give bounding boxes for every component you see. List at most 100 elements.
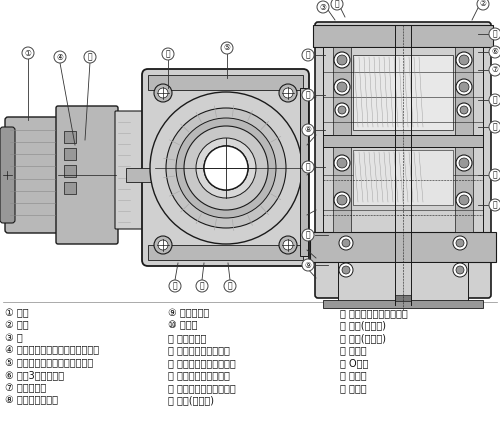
Text: ④: ④ xyxy=(56,52,64,61)
Text: ② 箱体: ② 箱体 xyxy=(5,320,28,331)
Text: ⑦ 第二段齿轮: ⑦ 第二段齿轮 xyxy=(5,383,46,393)
Circle shape xyxy=(334,79,350,95)
Circle shape xyxy=(158,240,168,250)
Circle shape xyxy=(335,103,349,117)
FancyBboxPatch shape xyxy=(115,111,147,229)
Circle shape xyxy=(339,236,353,250)
Text: ⑲: ⑲ xyxy=(166,49,170,58)
Bar xyxy=(323,47,483,135)
Bar xyxy=(126,168,161,182)
Text: ⑳ 密封盖: ⑳ 密封盖 xyxy=(340,345,366,356)
Circle shape xyxy=(283,240,293,250)
Circle shape xyxy=(489,169,500,181)
Circle shape xyxy=(339,263,353,277)
Circle shape xyxy=(150,92,302,244)
Text: ③ 盖: ③ 盖 xyxy=(5,333,23,343)
Circle shape xyxy=(456,155,472,171)
Circle shape xyxy=(154,236,172,254)
Circle shape xyxy=(453,236,467,250)
Circle shape xyxy=(477,0,489,10)
Bar xyxy=(333,147,351,232)
Circle shape xyxy=(283,88,293,98)
Text: ②: ② xyxy=(480,0,486,9)
Circle shape xyxy=(302,161,314,173)
Circle shape xyxy=(204,146,248,190)
Circle shape xyxy=(302,124,314,136)
Text: ④ 电机小齿轮（准双曲面小齿轮）: ④ 电机小齿轮（准双曲面小齿轮） xyxy=(5,345,99,356)
Bar xyxy=(455,147,473,232)
Bar xyxy=(323,147,483,232)
Text: ⑫: ⑫ xyxy=(306,50,310,59)
Circle shape xyxy=(456,192,472,208)
Circle shape xyxy=(337,82,347,92)
Circle shape xyxy=(337,55,347,65)
Text: ①: ① xyxy=(24,49,32,58)
FancyBboxPatch shape xyxy=(56,106,118,244)
Text: ㉓: ㉓ xyxy=(228,282,232,291)
Circle shape xyxy=(459,158,469,168)
Circle shape xyxy=(196,138,256,198)
Text: ⑱: ⑱ xyxy=(306,230,310,240)
Bar xyxy=(300,88,308,256)
Bar xyxy=(338,262,468,302)
Bar xyxy=(323,300,483,308)
Circle shape xyxy=(489,64,500,76)
Circle shape xyxy=(456,266,464,274)
Text: ⑥ 带第3轴的小齿轮: ⑥ 带第3轴的小齿轮 xyxy=(5,371,64,381)
Bar xyxy=(313,25,493,47)
Circle shape xyxy=(460,106,468,114)
Circle shape xyxy=(459,195,469,205)
Text: ⑨: ⑨ xyxy=(304,261,312,270)
Bar xyxy=(64,165,76,177)
Circle shape xyxy=(169,280,181,292)
Text: ⑯: ⑯ xyxy=(306,163,310,172)
Text: ⑥: ⑥ xyxy=(492,47,498,56)
Bar xyxy=(395,295,411,301)
Circle shape xyxy=(489,28,500,40)
Text: ⑨ 第三段齿轮: ⑨ 第三段齿轮 xyxy=(168,308,209,318)
Text: ㉓ 密封件: ㉓ 密封件 xyxy=(340,383,366,393)
Text: ⑯ 轴承(输出轴): ⑯ 轴承(输出轴) xyxy=(168,396,214,405)
Circle shape xyxy=(22,47,34,59)
Text: ㉑: ㉑ xyxy=(334,0,340,9)
Circle shape xyxy=(337,158,347,168)
Text: ⑱ 油封(输出端): ⑱ 油封(输出端) xyxy=(340,320,386,331)
Text: ⑫ 轴承（第二轴盖端）: ⑫ 轴承（第二轴盖端） xyxy=(168,345,230,356)
Text: ㉓: ㉓ xyxy=(172,282,178,291)
Circle shape xyxy=(331,0,343,10)
Text: ⑦: ⑦ xyxy=(492,65,498,74)
Bar xyxy=(310,232,496,262)
Text: ⑮: ⑮ xyxy=(492,95,498,104)
Circle shape xyxy=(302,259,314,271)
Text: ⑩ 输出轴: ⑩ 输出轴 xyxy=(168,320,198,331)
FancyBboxPatch shape xyxy=(5,117,61,233)
Circle shape xyxy=(337,195,347,205)
Text: ⑧: ⑧ xyxy=(304,126,312,135)
Bar xyxy=(353,150,453,205)
Circle shape xyxy=(154,84,172,102)
Circle shape xyxy=(279,236,297,254)
Circle shape xyxy=(204,146,248,190)
Circle shape xyxy=(456,52,472,68)
Text: ⑤ 第一段齿轮（准双曲面齿轮）: ⑤ 第一段齿轮（准双曲面齿轮） xyxy=(5,358,93,368)
Text: ① 电机: ① 电机 xyxy=(5,308,28,318)
Circle shape xyxy=(489,46,500,58)
Circle shape xyxy=(459,82,469,92)
Text: ㉒: ㉒ xyxy=(200,282,204,291)
Text: ⑰: ⑰ xyxy=(88,52,92,61)
Circle shape xyxy=(162,48,174,60)
Text: ⑲ 油封(电机轴): ⑲ 油封(电机轴) xyxy=(340,333,386,343)
Circle shape xyxy=(302,49,314,61)
Circle shape xyxy=(54,51,66,63)
Bar xyxy=(353,55,453,130)
Circle shape xyxy=(302,89,314,101)
Text: ⑪ 空心轴输出: ⑪ 空心轴输出 xyxy=(168,333,206,343)
Circle shape xyxy=(158,88,168,98)
Circle shape xyxy=(456,239,464,247)
Bar xyxy=(64,148,76,160)
Circle shape xyxy=(456,79,472,95)
Text: ⑬: ⑬ xyxy=(492,30,498,39)
Text: ③: ③ xyxy=(320,3,326,12)
Circle shape xyxy=(334,52,350,68)
Circle shape xyxy=(342,239,350,247)
